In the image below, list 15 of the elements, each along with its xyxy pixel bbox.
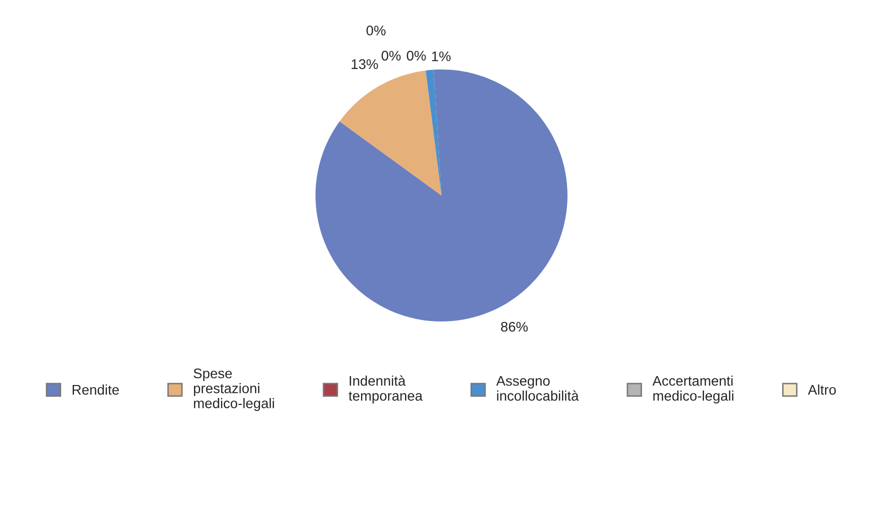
legend-label: Indennità temporanea xyxy=(348,375,423,404)
legend-label: Altro xyxy=(808,384,836,395)
text: 0% xyxy=(366,26,386,36)
text: 0% xyxy=(406,50,426,61)
text: 0% xyxy=(382,50,401,61)
legend-label: Rendite xyxy=(72,384,119,395)
legend-label: Accertamenti medico-legali xyxy=(652,376,734,404)
pie-slice xyxy=(340,70,442,196)
pie-slice xyxy=(426,70,442,196)
legend-label: Spese prestazioni medico-legali xyxy=(194,368,274,411)
data-label: 13% xyxy=(352,59,378,70)
data-label: 86% xyxy=(501,322,528,332)
legend-label: Assegno incollocabilità xyxy=(496,376,579,401)
data-label: 1% xyxy=(432,51,451,62)
pie-slice xyxy=(316,69,568,322)
